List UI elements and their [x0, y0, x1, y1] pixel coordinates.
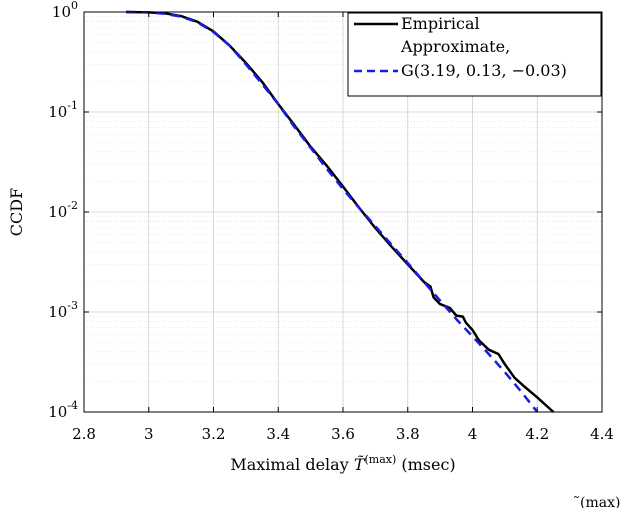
x-tick-label: 3 — [144, 425, 154, 443]
x-tick-label: 3.8 — [396, 425, 420, 443]
x-tick-label: 4.2 — [525, 425, 549, 443]
cropped-fragment: ̃(max) — [574, 495, 620, 508]
series-layer — [126, 10, 555, 413]
legend-label-empirical: Empirical — [401, 14, 480, 33]
legend-label-approximate-line2: G(3.19, 0.13, −0.03) — [401, 61, 567, 80]
x-tick-label: 3.4 — [266, 425, 290, 443]
y-tick-label: 10-2 — [48, 199, 78, 221]
x-tick-label: 3.2 — [202, 425, 226, 443]
x-tick-label: 4 — [468, 425, 478, 443]
x-axis-ticks: 2.8 3 3.2 3.4 3.6 3.8 4 4.2 4.4 — [72, 12, 614, 443]
y-tick-label: 100 — [52, 0, 78, 21]
x-axis-label: Maximal delay T̃(max) (msec) — [230, 453, 455, 474]
legend-label-approximate-line1: Approximate, — [400, 37, 510, 56]
x-tick-label: 2.8 — [72, 425, 96, 443]
y-axis-ticks: 100 10-1 10-2 10-3 10-4 — [48, 0, 602, 421]
y-tick-label: 10-4 — [48, 399, 78, 421]
y-axis-label: CCDF — [7, 188, 26, 236]
y-tick-label: 10-1 — [48, 99, 78, 121]
legend: Empirical Approximate, G(3.19, 0.13, −0.… — [347, 12, 602, 97]
series-line-approximate — [126, 10, 539, 413]
legend-box — [347, 12, 602, 97]
x-tick-label: 4.4 — [590, 425, 614, 443]
x-tick-label: 3.6 — [331, 425, 355, 443]
y-tick-label: 10-3 — [48, 299, 78, 321]
